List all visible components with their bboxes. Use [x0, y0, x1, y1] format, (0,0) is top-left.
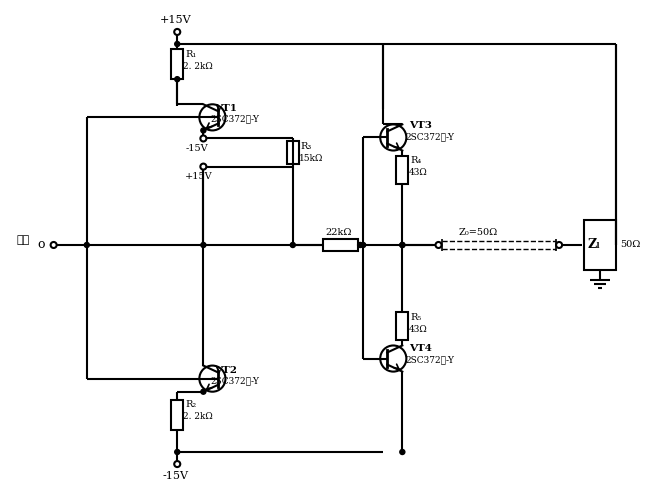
Text: 43Ω: 43Ω	[408, 325, 427, 334]
Circle shape	[400, 449, 405, 454]
Circle shape	[290, 243, 295, 248]
Text: VT4: VT4	[410, 344, 432, 353]
Bar	[396, 312, 408, 340]
Text: 43Ω: 43Ω	[408, 168, 427, 177]
Text: -15V: -15V	[163, 471, 188, 481]
Circle shape	[201, 389, 206, 394]
Text: 输入: 输入	[17, 235, 30, 245]
Circle shape	[400, 243, 405, 248]
Text: R₅: R₅	[410, 313, 422, 322]
Text: 50Ω: 50Ω	[621, 241, 641, 249]
Circle shape	[400, 243, 405, 248]
Text: -15V: -15V	[185, 144, 208, 153]
Text: R₃: R₃	[301, 142, 312, 151]
Text: 2. 2kΩ: 2. 2kΩ	[183, 412, 213, 421]
Text: R₁: R₁	[185, 50, 196, 59]
Text: 2SC372ⓖ-Y: 2SC372ⓖ-Y	[406, 132, 454, 141]
Text: 15kΩ: 15kΩ	[299, 154, 323, 163]
Bar	[396, 156, 408, 184]
Text: 2. 2kΩ: 2. 2kΩ	[183, 62, 213, 70]
Text: VT1: VT1	[214, 104, 237, 113]
Text: R₂: R₂	[185, 400, 196, 409]
Circle shape	[174, 77, 180, 82]
Bar	[287, 141, 299, 164]
Circle shape	[174, 42, 180, 47]
Text: VT2: VT2	[214, 366, 237, 375]
Circle shape	[85, 243, 89, 248]
Text: +15V: +15V	[185, 172, 213, 181]
Text: o: o	[38, 239, 45, 251]
Text: 2SC372ⓖ-Y: 2SC372ⓖ-Y	[210, 376, 259, 385]
Bar	[171, 49, 183, 79]
Bar	[323, 239, 358, 251]
Text: R₄: R₄	[410, 156, 422, 165]
Circle shape	[174, 449, 180, 454]
Text: VT3: VT3	[410, 121, 432, 130]
Text: Z₀=50Ω: Z₀=50Ω	[459, 229, 498, 238]
Circle shape	[201, 128, 206, 133]
Circle shape	[201, 243, 206, 248]
Text: Zₗ: Zₗ	[587, 239, 600, 251]
Text: 2SC372ⓖ-Y: 2SC372ⓖ-Y	[406, 355, 454, 364]
Text: +15V: +15V	[159, 15, 191, 25]
Text: 22kΩ: 22kΩ	[325, 229, 352, 238]
Circle shape	[358, 243, 363, 248]
Bar	[584, 220, 616, 270]
Bar	[171, 400, 183, 430]
Circle shape	[360, 243, 366, 248]
Text: 2SC372ⓖ-Y: 2SC372ⓖ-Y	[210, 114, 259, 123]
